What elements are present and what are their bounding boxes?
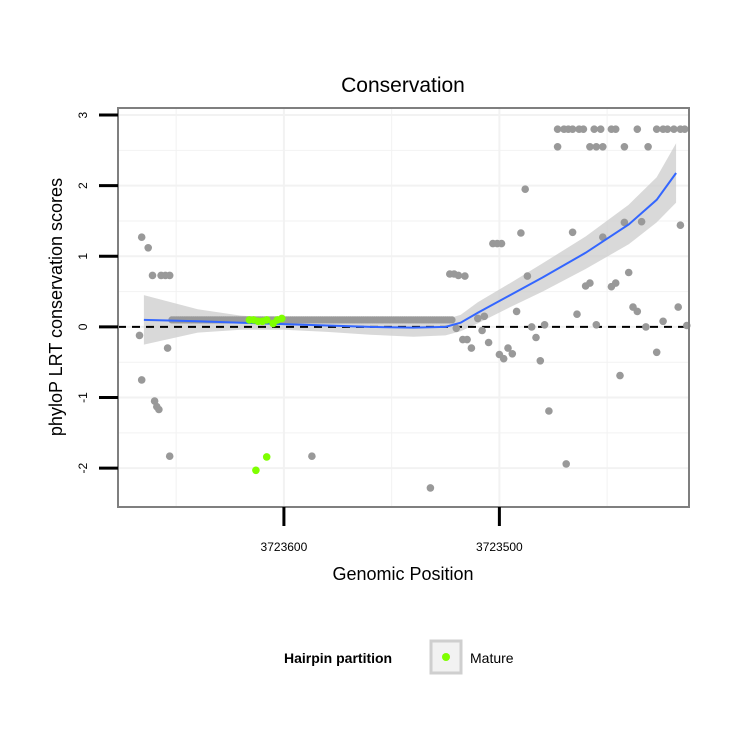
data-point bbox=[454, 271, 463, 280]
y-tick-label: -2 bbox=[76, 463, 90, 474]
data-point bbox=[148, 271, 157, 280]
data-point bbox=[484, 338, 493, 347]
y-tick-label: 0 bbox=[76, 323, 90, 330]
mature-point bbox=[278, 314, 286, 323]
data-point bbox=[540, 321, 549, 329]
data-point bbox=[644, 143, 652, 151]
data-point bbox=[599, 143, 607, 151]
data-point bbox=[467, 344, 476, 352]
data-point bbox=[461, 272, 469, 280]
data-point bbox=[568, 228, 577, 237]
data-point bbox=[523, 272, 532, 280]
legend-mature-swatch bbox=[442, 653, 450, 661]
data-point bbox=[165, 271, 174, 280]
legend-title: Hairpin partition bbox=[284, 650, 392, 666]
data-point bbox=[512, 307, 521, 316]
legend-label-mature: Mature bbox=[470, 650, 514, 666]
data-point bbox=[426, 484, 435, 492]
data-point bbox=[674, 303, 682, 311]
data-point bbox=[135, 331, 144, 340]
data-point bbox=[579, 125, 588, 133]
data-point bbox=[155, 405, 163, 414]
plot-border bbox=[117, 107, 690, 508]
y-tick-label: -1 bbox=[76, 392, 90, 403]
data-point bbox=[553, 143, 562, 151]
data-point bbox=[620, 218, 629, 227]
data-point bbox=[545, 407, 553, 415]
data-point bbox=[586, 143, 594, 151]
x-tick-label: 3723500 bbox=[476, 540, 523, 554]
data-point bbox=[562, 460, 570, 468]
data-point bbox=[663, 125, 672, 133]
confidence-ribbon bbox=[143, 143, 677, 345]
data-point bbox=[504, 344, 512, 352]
chart-title: Conservation bbox=[341, 74, 465, 97]
data-point bbox=[517, 229, 525, 237]
data-point bbox=[553, 125, 562, 133]
points-layer bbox=[135, 125, 691, 492]
data-point bbox=[652, 125, 661, 133]
data-point bbox=[573, 310, 581, 319]
x-axis-title: Genomic Position bbox=[332, 564, 473, 584]
data-point bbox=[642, 323, 650, 331]
data-point bbox=[536, 357, 545, 365]
y-tick-label: 3 bbox=[76, 111, 90, 118]
data-point bbox=[680, 125, 689, 133]
data-point bbox=[592, 321, 601, 329]
data-point bbox=[616, 371, 624, 380]
data-point bbox=[527, 323, 536, 331]
data-point bbox=[592, 143, 601, 151]
data-point bbox=[596, 125, 605, 133]
y-tick-label: 2 bbox=[76, 182, 90, 189]
mature-point bbox=[252, 466, 260, 475]
data-point bbox=[586, 279, 594, 287]
y-axis-title: phyloP LRT conservation scores bbox=[46, 178, 66, 436]
data-point bbox=[590, 125, 598, 133]
data-point bbox=[144, 244, 152, 252]
data-point bbox=[611, 125, 620, 133]
data-point bbox=[624, 268, 633, 277]
x-tick-label: 3723600 bbox=[261, 540, 308, 554]
data-point bbox=[611, 279, 620, 287]
data-point bbox=[532, 333, 540, 342]
data-point bbox=[499, 354, 508, 363]
data-point bbox=[620, 143, 629, 151]
data-point bbox=[659, 317, 667, 326]
data-point bbox=[474, 314, 482, 323]
x-axis-ticks: 3723600 3723500 bbox=[261, 507, 523, 554]
y-axis-ticks: 3 2 1 0 -1 -2 bbox=[76, 111, 118, 474]
data-point bbox=[463, 335, 471, 344]
data-point bbox=[480, 312, 489, 321]
mature-points-layer bbox=[245, 314, 286, 475]
data-point bbox=[633, 125, 642, 133]
data-point bbox=[163, 344, 172, 352]
legend: Hairpin partition Mature bbox=[284, 639, 514, 675]
data-point bbox=[308, 452, 316, 461]
data-point bbox=[670, 125, 678, 133]
data-point bbox=[165, 452, 174, 461]
data-point bbox=[497, 239, 506, 248]
data-point bbox=[637, 217, 646, 226]
data-point bbox=[508, 350, 517, 358]
data-point bbox=[137, 376, 146, 384]
data-point bbox=[478, 326, 486, 335]
mature-point bbox=[262, 453, 271, 461]
data-point bbox=[633, 307, 642, 316]
plot-panel bbox=[118, 108, 689, 507]
data-point bbox=[452, 324, 461, 333]
y-tick-label: 1 bbox=[76, 253, 90, 260]
data-point bbox=[137, 233, 146, 241]
data-point bbox=[652, 348, 661, 357]
data-point bbox=[568, 125, 577, 133]
mature-point bbox=[262, 316, 271, 324]
band-point bbox=[448, 316, 456, 324]
data-point bbox=[521, 185, 529, 193]
data-point bbox=[676, 221, 685, 229]
